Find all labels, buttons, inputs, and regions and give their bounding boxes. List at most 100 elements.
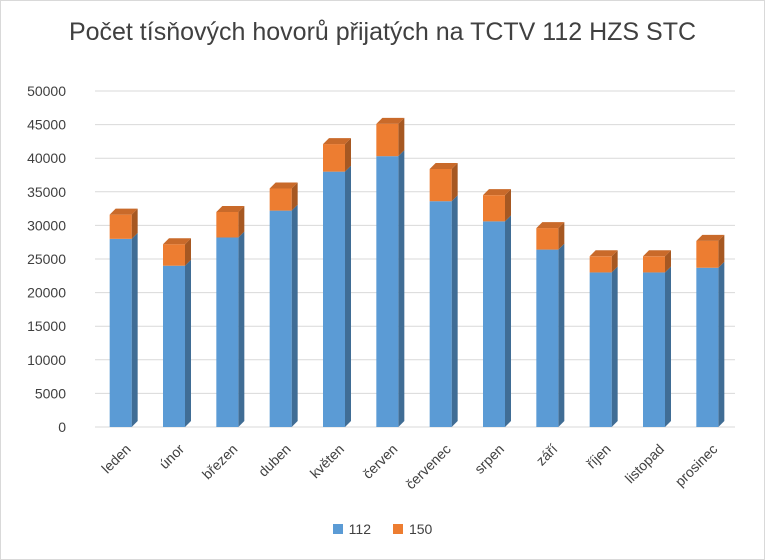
bar-side	[558, 222, 565, 250]
bar-side	[291, 182, 298, 211]
bar-segment-150	[429, 162, 458, 202]
bar-front	[269, 188, 292, 211]
bar-top	[376, 117, 405, 124]
legend-label-112: 112	[348, 521, 371, 537]
y-tick-label: 40000	[27, 150, 66, 166]
bar-top	[269, 182, 298, 189]
x-tick-label: listopad	[622, 441, 667, 486]
bar-side	[345, 138, 351, 172]
bar-segment-150	[269, 182, 298, 211]
y-tick-label: 0	[58, 419, 66, 435]
y-tick-label: 45000	[27, 117, 66, 133]
x-tick-label: říjen	[583, 441, 614, 472]
bar-side	[718, 234, 725, 268]
bar-segment-112	[216, 231, 245, 427]
bar-front	[429, 201, 452, 427]
x-axis-ticks: leden únor březen duben květen červen červenec…	[98, 441, 720, 493]
bar-top	[429, 162, 458, 169]
bar-front	[376, 156, 399, 427]
bar-front	[269, 210, 292, 427]
bar-segment-112	[323, 165, 351, 427]
x-tick-label: prosinec	[672, 441, 721, 490]
bars	[109, 117, 725, 427]
bar-top	[536, 222, 565, 229]
grid-lines	[95, 90, 735, 428]
y-tick-label: 10000	[27, 352, 66, 368]
bar-front	[109, 238, 132, 427]
bar-segment-112	[696, 261, 725, 427]
bar-segment-112	[376, 150, 405, 427]
bar-side	[451, 162, 458, 202]
bar-segment-150	[376, 117, 405, 157]
bar-segment-112	[536, 243, 565, 427]
bar-side	[345, 165, 351, 427]
bar-segment-112	[483, 215, 511, 427]
bar-side	[398, 117, 405, 157]
bar-top	[696, 234, 725, 241]
bar-side	[291, 204, 298, 427]
legend-swatch-150	[392, 524, 403, 534]
bar-segment-150	[483, 189, 511, 222]
x-tick-label: srpen	[471, 441, 507, 477]
bar-segment-112	[109, 232, 138, 427]
x-tick-label: leden	[98, 441, 134, 477]
bar-side	[451, 195, 458, 427]
y-tick-label: 35000	[27, 184, 66, 200]
bar-side	[398, 150, 405, 427]
bar-front	[589, 272, 612, 427]
bar-side	[131, 232, 138, 427]
y-tick-label: 5000	[35, 385, 66, 401]
bar-front	[643, 272, 665, 427]
x-tick-label: červen	[359, 441, 400, 482]
bar-top	[109, 208, 138, 215]
bar-side	[505, 215, 511, 427]
x-tick-label: duben	[255, 441, 294, 480]
bar-segment-150	[323, 138, 351, 172]
legend-label-150: 150	[408, 521, 433, 537]
x-tick-label: březen	[199, 441, 241, 483]
y-tick-label: 50000	[27, 83, 66, 99]
legend-item-150: 150	[392, 521, 433, 537]
bar-segment-150	[589, 250, 618, 273]
legend-swatch-112	[332, 524, 343, 534]
bar-front	[216, 211, 239, 238]
bar-front	[483, 195, 505, 222]
bar-front	[429, 168, 452, 202]
bar-segment-112	[429, 195, 458, 427]
bar-front	[376, 123, 399, 157]
bar-segment-112	[589, 266, 618, 427]
bar-front	[163, 244, 185, 266]
bar-front	[483, 221, 505, 427]
bar-top	[483, 189, 511, 196]
bar-front	[109, 214, 132, 239]
legend: 112 150	[0, 521, 765, 537]
bar-side	[185, 259, 191, 427]
y-axis-ticks: 0 5000 10000 15000 20000 25000 30000 35000 40000…	[27, 83, 66, 435]
x-tick-label: květen	[307, 441, 347, 481]
bar-front	[536, 228, 559, 250]
y-tick-label: 15000	[27, 318, 66, 334]
bar-side	[665, 250, 671, 273]
bar-side	[611, 250, 618, 273]
bar-front	[323, 144, 345, 172]
bar-side	[718, 261, 725, 427]
bar-segment-150	[696, 234, 725, 268]
bar-front	[323, 171, 345, 427]
bar-front	[643, 256, 665, 273]
bar-front	[536, 249, 559, 427]
legend-item-112: 112	[332, 521, 371, 537]
bar-top	[216, 205, 245, 212]
bar-side	[665, 266, 671, 427]
bar-segment-112	[269, 204, 298, 427]
bar-side	[238, 231, 245, 427]
x-tick-label: červenec	[402, 441, 453, 492]
x-tick-label: únor	[156, 441, 187, 472]
bar-side	[131, 208, 138, 239]
bar-segment-112	[163, 259, 191, 427]
bar-front	[589, 256, 612, 273]
bar-side	[185, 238, 191, 266]
bar-top	[163, 238, 191, 245]
bar-top	[323, 138, 351, 145]
bar-front	[163, 265, 185, 427]
